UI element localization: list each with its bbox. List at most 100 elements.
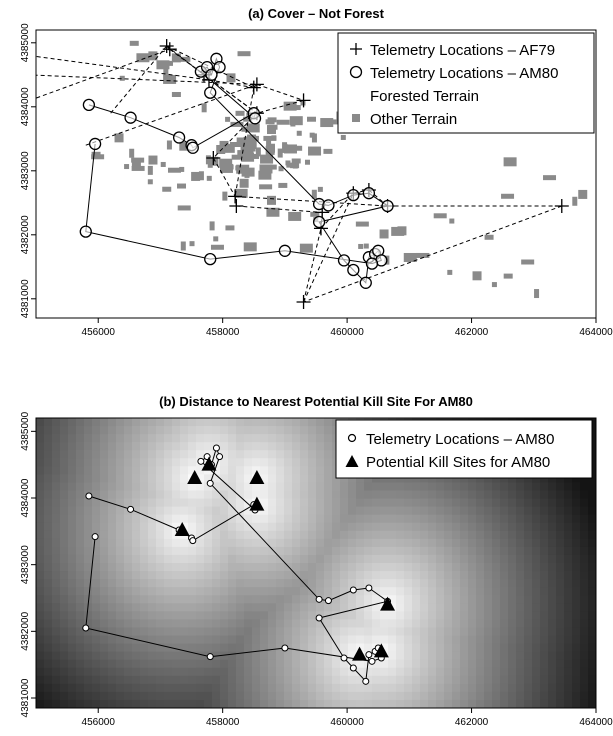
- heatmap-cell: [284, 627, 293, 637]
- heatmap-cell: [180, 498, 189, 508]
- other-terrain-patch: [167, 167, 181, 173]
- heatmap-cell: [292, 691, 301, 701]
- heatmap-cell: [420, 579, 429, 588]
- heatmap-cell: [292, 506, 301, 516]
- heatmap-cell: [588, 490, 596, 500]
- heatmap-cell: [348, 619, 357, 629]
- heatmap-cell: [228, 691, 237, 701]
- heatmap-cell: [124, 442, 133, 451]
- heatmap-cell: [380, 683, 389, 693]
- heatmap-cell: [484, 603, 493, 612]
- heatmap-cell: [468, 530, 477, 540]
- heatmap-cell: [428, 683, 437, 693]
- heatmap-cell: [220, 490, 229, 500]
- heatmap-cell: [300, 434, 309, 443]
- heatmap-cell: [540, 490, 549, 500]
- heatmap-cell: [300, 554, 309, 564]
- other-terrain-patch: [323, 148, 333, 154]
- heatmap-cell: [356, 667, 365, 677]
- heatmap-cell: [372, 691, 381, 701]
- heatmap-cell: [268, 418, 277, 427]
- heatmap-cell: [380, 522, 389, 532]
- heatmap-cell: [532, 554, 541, 564]
- b-x-tick-label: 464000: [579, 717, 613, 728]
- heatmap-cell: [284, 418, 293, 427]
- heatmap-cell: [84, 482, 93, 492]
- heatmap-cell: [172, 651, 181, 661]
- heatmap-cell: [52, 466, 61, 475]
- heatmap-cell: [580, 530, 589, 540]
- heatmap-cell: [524, 490, 533, 500]
- heatmap-cell: [508, 595, 517, 604]
- heatmap-cell: [460, 579, 469, 588]
- heatmap-cell: [140, 659, 149, 669]
- heatmap-cell: [60, 683, 69, 693]
- heatmap-cell: [540, 611, 549, 620]
- heatmap-cell: [476, 546, 485, 556]
- heatmap-cell: [268, 691, 277, 701]
- heatmap-cell: [212, 426, 221, 435]
- heatmap-cell: [148, 643, 157, 653]
- heatmap-cell: [124, 482, 133, 492]
- heatmap-cell: [548, 699, 557, 708]
- heatmap-cell: [516, 691, 525, 701]
- heatmap-cell: [60, 514, 69, 524]
- heatmap-cell: [228, 563, 237, 572]
- heatmap-cell: [428, 595, 437, 604]
- other-terrain-patch: [267, 195, 277, 205]
- heatmap-cell: [68, 498, 77, 508]
- heatmap-cell: [396, 659, 405, 669]
- heatmap-cell: [108, 434, 117, 443]
- legend-a-box: [337, 32, 595, 134]
- heatmap-cell: [556, 643, 565, 653]
- heatmap-cell: [124, 699, 133, 708]
- heatmap-cell: [164, 699, 173, 708]
- heatmap-cell: [244, 627, 253, 637]
- heatmap-cell: [308, 474, 317, 484]
- heatmap-cell: [76, 659, 85, 669]
- heatmap-cell: [572, 675, 581, 685]
- heatmap-cell: [188, 595, 197, 604]
- heatmap-cell: [100, 482, 109, 492]
- heatmap-cell: [396, 699, 405, 708]
- axes-a: 456000 458000 460000 462000 4640004381000438…: [20, 23, 613, 338]
- heatmap-cell: [236, 434, 245, 443]
- heatmap-cell: [204, 683, 213, 693]
- heatmap-cell: [444, 498, 453, 508]
- heatmap-cell: [516, 595, 525, 604]
- heatmap-cell: [52, 538, 61, 548]
- heatmap-cell: [460, 571, 469, 580]
- heatmap-cell: [412, 619, 421, 629]
- plot-frame-b: [35, 417, 597, 709]
- heatmap-cell: [580, 627, 589, 637]
- heatmap-cell: [516, 667, 525, 677]
- heatmap-cell: [236, 482, 245, 492]
- heatmap-cell: [196, 651, 205, 661]
- heatmap-cell: [460, 683, 469, 693]
- heatmap-cell: [116, 546, 125, 556]
- heatmap-cell: [508, 538, 517, 548]
- heatmap-cell: [324, 498, 333, 508]
- heatmap-cell: [92, 691, 101, 701]
- heatmap-cell: [164, 635, 173, 645]
- heatmap-cell: [476, 490, 485, 500]
- heatmap-cell: [540, 571, 549, 580]
- heatmap-cell: [348, 699, 357, 708]
- heatmap-cell: [572, 514, 581, 524]
- heatmap-cell: [148, 522, 157, 532]
- heatmap-cell: [148, 611, 157, 620]
- heatmap-cell: [524, 482, 533, 492]
- heatmap-cell: [588, 554, 596, 564]
- heatmap-cell: [436, 587, 445, 596]
- heatmap-cell: [380, 659, 389, 669]
- heatmap-cell: [420, 603, 429, 612]
- heatmap-cell: [68, 611, 77, 620]
- heatmap-cell: [412, 571, 421, 580]
- heatmap-cell: [532, 675, 541, 685]
- other-terrain-patch: [201, 103, 207, 113]
- am80-point: [278, 244, 292, 257]
- heatmap-cell: [444, 675, 453, 685]
- heatmap-cell: [68, 603, 77, 612]
- heatmap-cell: [484, 563, 493, 572]
- af79-path-segment: [36, 74, 257, 85]
